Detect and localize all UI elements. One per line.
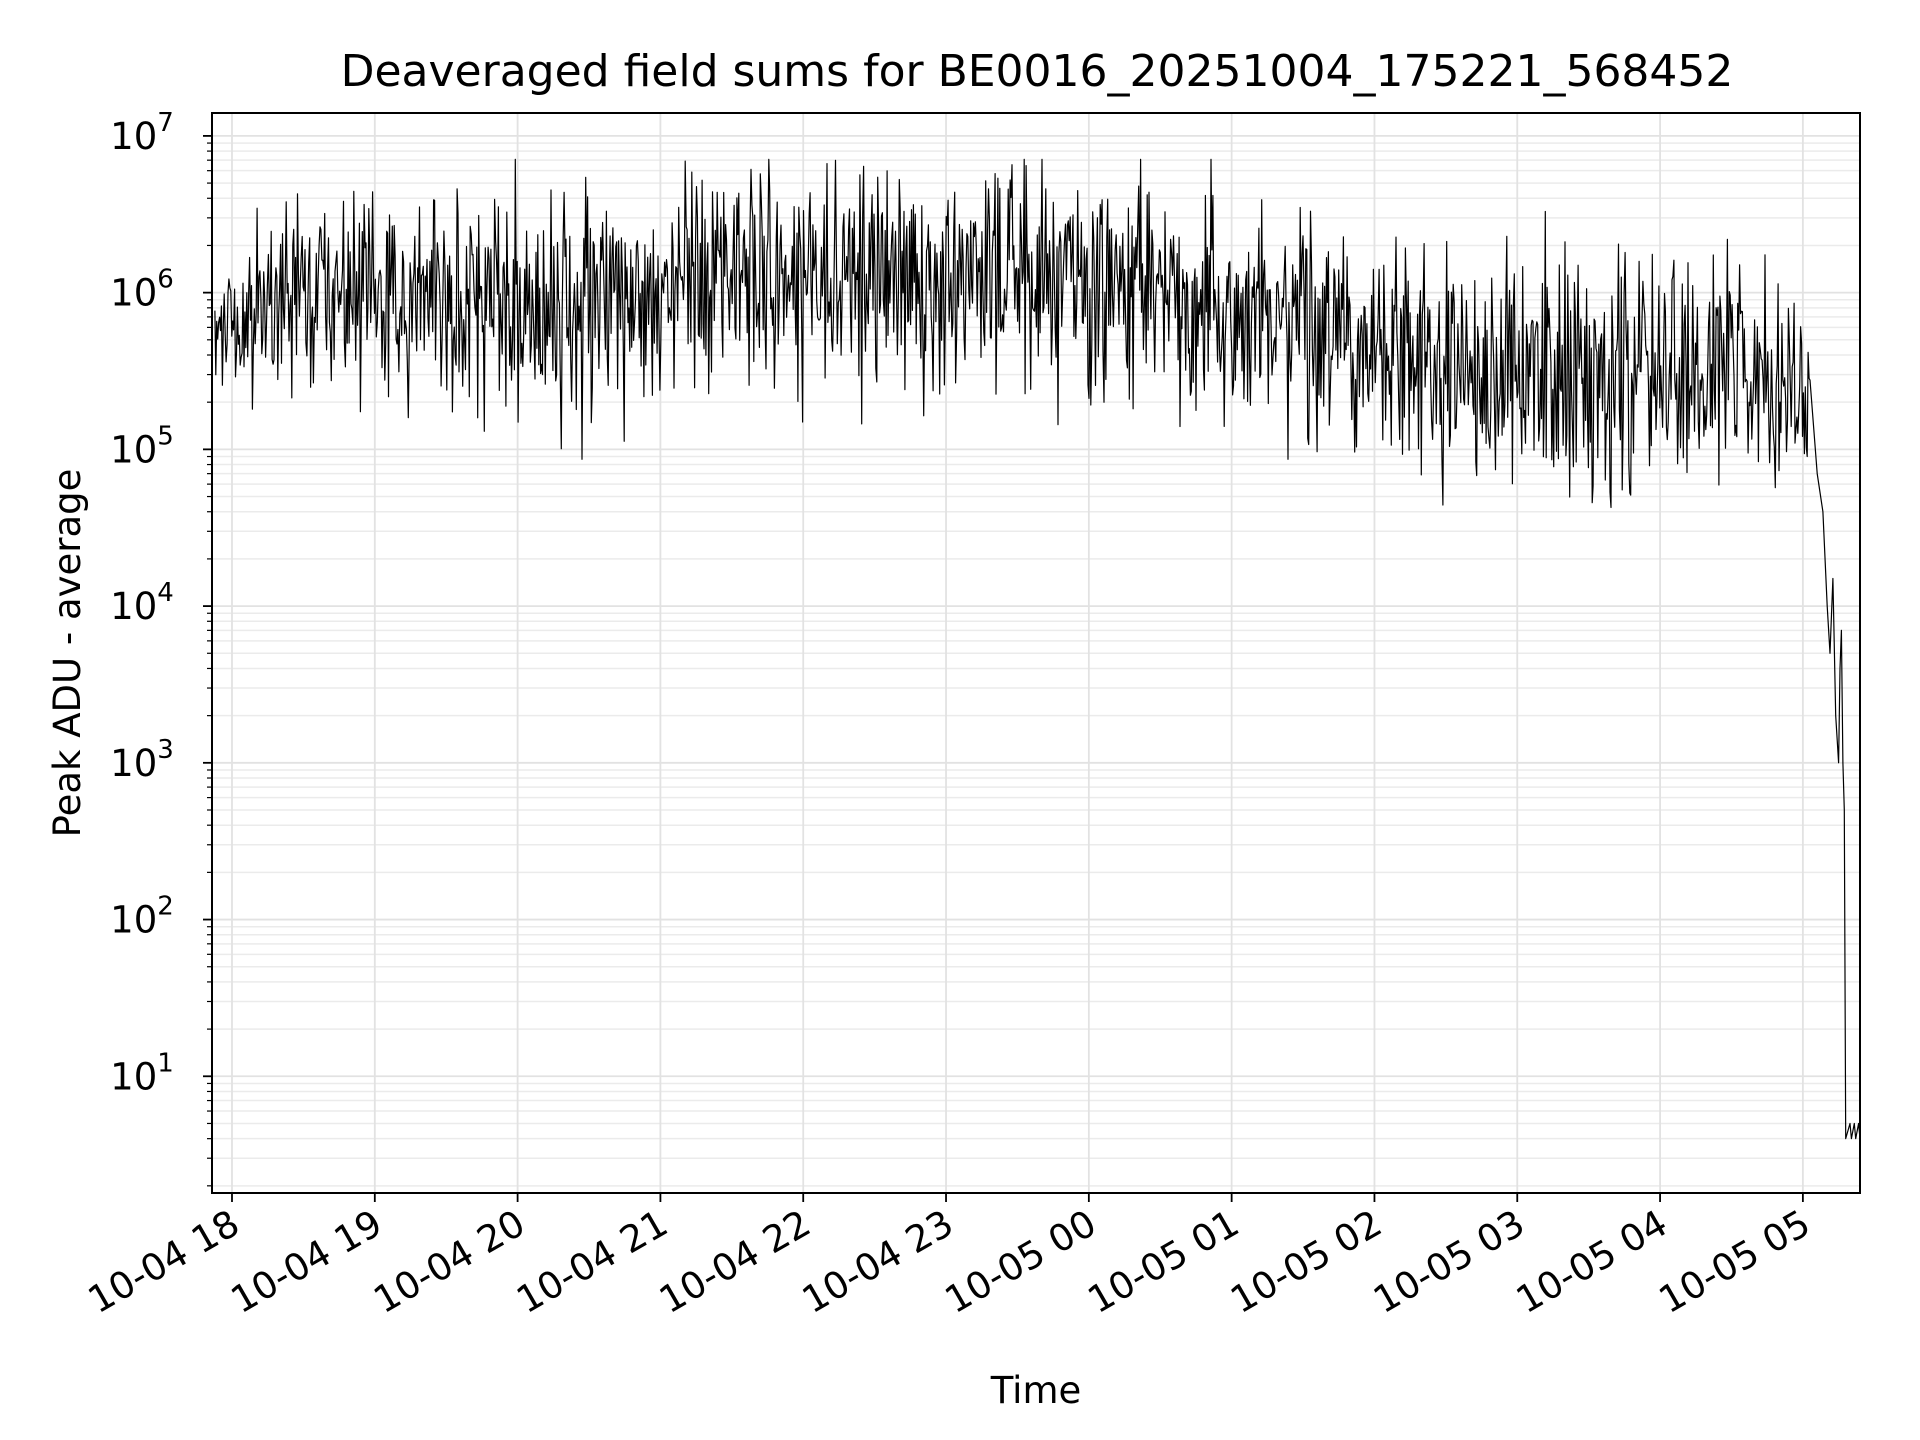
y-axis-label: Peak ADU - average	[46, 469, 89, 838]
x-axis-label: Time	[990, 1369, 1082, 1412]
y-tick-label: 105	[110, 421, 174, 471]
y-tick-label: 106	[110, 265, 174, 315]
series-layer	[214, 158, 1861, 1140]
y-axis: 101 102 103 104 105 106 107	[110, 108, 212, 1187]
chart-title: Deaveraged field sums for BE0016_2025100…	[341, 46, 1734, 97]
y-tick-label: 102	[110, 892, 174, 942]
y-tick-label: 103	[110, 735, 174, 785]
y-tick-label: 107	[110, 108, 174, 158]
y-tick-label: 101	[110, 1048, 174, 1098]
series-line	[214, 158, 1861, 1140]
y-tick-label: 104	[110, 578, 174, 628]
grid-lines	[212, 113, 1860, 1193]
